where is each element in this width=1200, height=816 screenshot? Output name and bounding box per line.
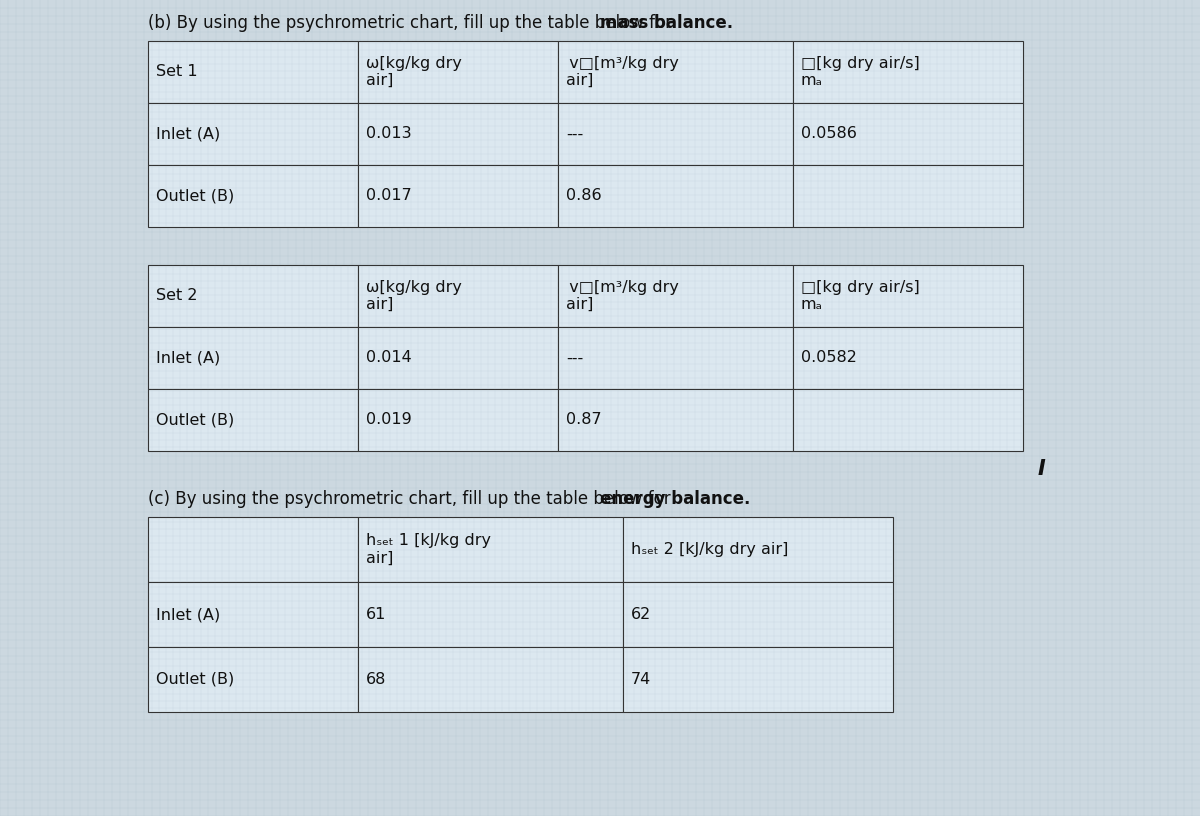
Bar <box>358 103 558 165</box>
Bar <box>793 327 1022 389</box>
Text: 62: 62 <box>631 607 652 622</box>
Bar <box>558 41 793 103</box>
Bar <box>148 165 358 227</box>
Text: hₛₑₜ 2 [kJ/kg dry air]: hₛₑₜ 2 [kJ/kg dry air] <box>631 542 788 557</box>
Text: ---: --- <box>566 351 583 366</box>
Bar <box>558 165 793 227</box>
Text: v□[m³/kg dry
air]: v□[m³/kg dry air] <box>566 55 679 88</box>
Bar <box>358 647 623 712</box>
Bar <box>558 389 793 451</box>
Bar <box>558 265 793 327</box>
Text: v□[m³/kg dry
air]: v□[m³/kg dry air] <box>566 280 679 313</box>
Text: 68: 68 <box>366 672 386 687</box>
Bar <box>148 327 358 389</box>
Bar <box>558 327 793 389</box>
Text: Inlet (A): Inlet (A) <box>156 126 221 141</box>
Text: Set 1: Set 1 <box>156 64 198 79</box>
Bar <box>148 41 358 103</box>
Text: 0.86: 0.86 <box>566 188 601 203</box>
Text: I: I <box>1038 459 1045 479</box>
Bar <box>623 582 893 647</box>
Text: 74: 74 <box>631 672 652 687</box>
Text: ω[kg/kg dry
air]: ω[kg/kg dry air] <box>366 55 462 88</box>
Text: Inlet (A): Inlet (A) <box>156 351 221 366</box>
Bar <box>148 517 358 582</box>
Text: Outlet (B): Outlet (B) <box>156 413 234 428</box>
Text: □[kg dry air/s]
mₐ: □[kg dry air/s] mₐ <box>802 280 919 313</box>
Text: 0.013: 0.013 <box>366 126 412 141</box>
Bar <box>623 647 893 712</box>
Bar <box>623 517 893 582</box>
Bar <box>793 389 1022 451</box>
Bar <box>358 41 558 103</box>
Bar <box>358 582 623 647</box>
Text: 0.014: 0.014 <box>366 351 412 366</box>
Text: 0.019: 0.019 <box>366 413 412 428</box>
Bar <box>148 103 358 165</box>
Text: 61: 61 <box>366 607 386 622</box>
Bar <box>358 327 558 389</box>
Text: ---: --- <box>566 126 583 141</box>
Bar <box>793 165 1022 227</box>
Bar <box>148 582 358 647</box>
Bar <box>358 265 558 327</box>
Bar <box>358 165 558 227</box>
Bar <box>148 647 358 712</box>
Text: 0.0582: 0.0582 <box>802 351 857 366</box>
Text: 0.0586: 0.0586 <box>802 126 857 141</box>
Bar <box>793 41 1022 103</box>
Bar <box>358 389 558 451</box>
Bar <box>148 265 358 327</box>
Bar <box>148 389 358 451</box>
Text: □[kg dry air/s]
mₐ: □[kg dry air/s] mₐ <box>802 55 919 88</box>
Text: Inlet (A): Inlet (A) <box>156 607 221 622</box>
Text: ω[kg/kg dry
air]: ω[kg/kg dry air] <box>366 280 462 313</box>
Text: energy balance.: energy balance. <box>600 490 750 508</box>
Text: Outlet (B): Outlet (B) <box>156 188 234 203</box>
Text: 0.87: 0.87 <box>566 413 601 428</box>
Text: Set 2: Set 2 <box>156 289 198 304</box>
Text: mass balance.: mass balance. <box>600 14 733 32</box>
Text: 0.017: 0.017 <box>366 188 412 203</box>
Bar <box>558 103 793 165</box>
Bar <box>358 517 623 582</box>
Text: (c) By using the psychrometric chart, fill up the table below for: (c) By using the psychrometric chart, fi… <box>148 490 676 508</box>
Text: hₛₑₜ 1 [kJ/kg dry
air]: hₛₑₜ 1 [kJ/kg dry air] <box>366 534 491 565</box>
Text: Outlet (B): Outlet (B) <box>156 672 234 687</box>
Bar <box>793 103 1022 165</box>
Bar <box>793 265 1022 327</box>
Text: (b) By using the psychrometric chart, fill up the table below for: (b) By using the psychrometric chart, fi… <box>148 14 677 32</box>
